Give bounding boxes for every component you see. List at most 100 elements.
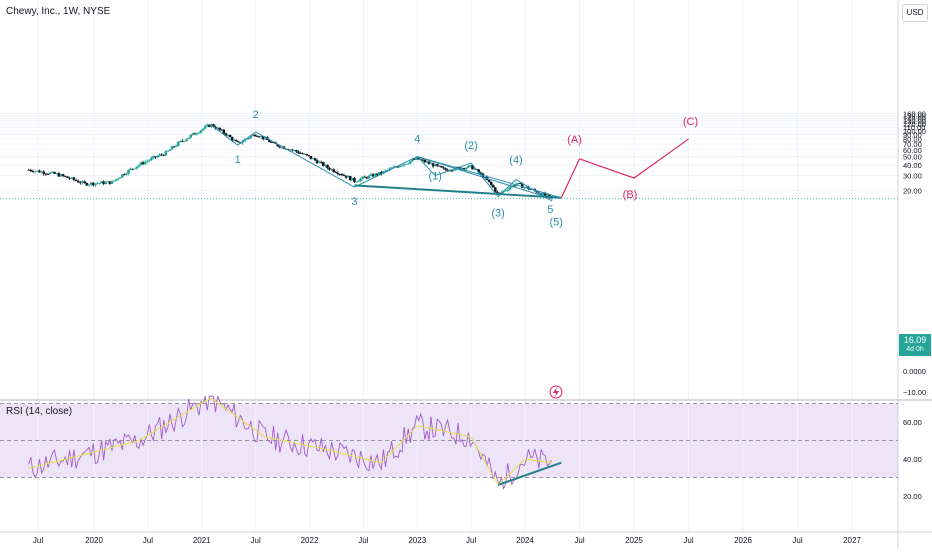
- candle-body: [220, 129, 224, 131]
- x-tick-label: 2027: [843, 536, 861, 545]
- candle-body: [44, 173, 48, 175]
- candle-body: [197, 132, 201, 134]
- candle-body: [31, 171, 35, 173]
- candle-body: [303, 153, 306, 155]
- candle-body: [222, 129, 226, 134]
- candle-body: [278, 146, 282, 148]
- candle-body: [110, 181, 114, 184]
- candle-body: [415, 157, 418, 160]
- y-tick-label: 40.00: [903, 161, 922, 170]
- trend-line: [354, 184, 562, 199]
- candle-body: [208, 124, 211, 127]
- candle-body: [305, 153, 309, 156]
- candle-body: [313, 158, 317, 161]
- wave-label: 2: [253, 109, 259, 121]
- x-tick-label: Jul: [251, 536, 261, 545]
- candle-body: [355, 181, 358, 183]
- candle-body: [268, 139, 271, 143]
- candle-body: [421, 159, 425, 161]
- candle-body: [150, 157, 153, 161]
- candle-body: [493, 187, 497, 192]
- y-tick-label: 80.00: [903, 135, 922, 144]
- candle-body: [541, 192, 545, 196]
- candle-body: [293, 150, 296, 151]
- candle-body: [469, 165, 472, 166]
- candle-body: [127, 169, 130, 174]
- candle-body: [392, 166, 396, 168]
- candle-body: [139, 162, 143, 166]
- candle-body: [504, 190, 507, 192]
- rsi-tick-label: 40.00: [903, 455, 922, 464]
- candle-body: [112, 180, 116, 182]
- wave-label: 3: [351, 196, 357, 208]
- candle-body: [334, 171, 338, 173]
- candle-body: [152, 156, 155, 158]
- candle-body: [187, 137, 190, 140]
- candle-body: [201, 128, 205, 131]
- candle-body: [433, 164, 437, 167]
- candle-body: [363, 176, 367, 178]
- candle-body: [272, 142, 275, 144]
- candle-body: [390, 167, 393, 169]
- wave-label: (3): [491, 208, 504, 220]
- x-tick-label: 2025: [625, 536, 643, 545]
- candle-body: [123, 174, 126, 175]
- y-tick-label: 130.00: [903, 117, 926, 126]
- candle-body: [66, 176, 69, 178]
- candle-body: [460, 168, 464, 170]
- candle-body: [116, 178, 120, 180]
- candle-body: [487, 179, 491, 182]
- candle-body: [388, 168, 391, 171]
- candle-body: [396, 166, 400, 168]
- candle-body: [344, 175, 348, 178]
- candle-body: [129, 168, 132, 170]
- currency-button[interactable]: USD: [902, 4, 928, 22]
- candle-body: [467, 165, 470, 168]
- candle-body: [473, 169, 476, 170]
- candle-body: [51, 171, 54, 173]
- wave-label: (2): [464, 140, 477, 152]
- candle-body: [290, 149, 294, 151]
- candle-body: [251, 134, 255, 137]
- candle-body: [35, 170, 39, 172]
- candle-body: [425, 161, 429, 163]
- candle-body: [135, 166, 139, 169]
- candle-body: [102, 181, 105, 185]
- x-tick-label: 2023: [408, 536, 426, 545]
- candle-body: [357, 181, 360, 182]
- candle-body: [234, 140, 238, 142]
- candle-body: [118, 177, 122, 179]
- candle-body: [471, 165, 474, 170]
- candle-body: [516, 183, 520, 184]
- candle-body: [353, 177, 356, 182]
- rsi-tick-label: 60.00: [903, 418, 922, 427]
- wave-label: (4): [509, 154, 522, 166]
- candle-body: [191, 133, 195, 135]
- candle-body: [365, 177, 369, 179]
- candle-body: [255, 136, 259, 137]
- candle-body: [108, 181, 112, 184]
- forecast-label: (C): [683, 116, 698, 128]
- price-tag-value: 16.09: [903, 335, 927, 345]
- candle-body: [500, 192, 503, 193]
- candle-body: [326, 164, 329, 169]
- x-tick-label: Jul: [466, 536, 476, 545]
- candle-body: [322, 162, 325, 167]
- candle-body: [263, 137, 267, 140]
- candle-body: [164, 151, 168, 156]
- candle-body: [369, 174, 373, 176]
- candle-body: [203, 126, 207, 129]
- candle-body: [212, 124, 215, 128]
- candle-body: [228, 134, 232, 138]
- wave-label: 5: [547, 204, 553, 216]
- candle-body: [450, 170, 454, 172]
- candle-body: [241, 141, 244, 144]
- rsi-tick-label: 20.00: [903, 492, 922, 501]
- candle-body: [55, 173, 58, 175]
- candle-body: [464, 167, 468, 170]
- candle-body: [40, 171, 43, 173]
- candle-body: [520, 183, 524, 188]
- x-tick-label: Jul: [574, 536, 584, 545]
